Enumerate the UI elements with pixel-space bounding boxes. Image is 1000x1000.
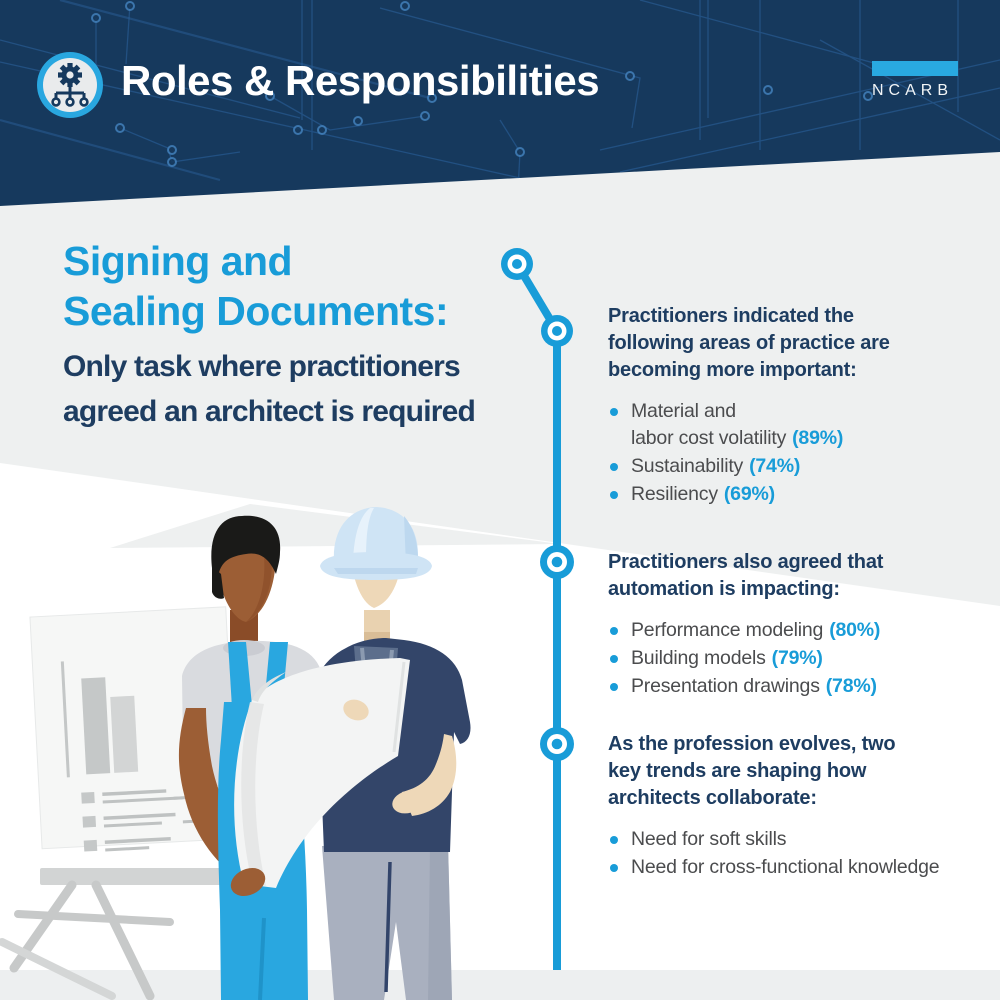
bullet-item: Building models (79%) [608, 645, 993, 672]
hard-hat [320, 507, 432, 580]
timeline-node [540, 727, 574, 761]
bullet-list: Need for soft skills Need for cross-func… [608, 826, 993, 881]
bullet-item: Resiliency (69%) [608, 481, 993, 508]
section-collaboration-trends: As the profession evolves, two key trend… [608, 731, 993, 882]
bullet-item: Presentation drawings (78%) [608, 673, 993, 700]
stat-value: (74%) [749, 455, 801, 477]
stat-value: (78%) [825, 675, 877, 697]
hair [211, 515, 281, 581]
bullet-item: Need for soft skills [608, 826, 993, 853]
timeline-nodes [501, 248, 574, 761]
gear-glyph [58, 63, 82, 87]
ncarb-logo-bar [872, 61, 958, 76]
bullet-dot-icon [610, 864, 618, 872]
bullet-dot-icon [610, 491, 618, 499]
gray-wedge [0, 150, 1000, 606]
ncarb-logo-text: NCARB [872, 82, 954, 99]
section-heading: Practitioners also agreed that automatio… [608, 551, 884, 600]
overalls-leg-seam [258, 917, 266, 1000]
bullet-dot-icon [610, 655, 618, 663]
timeline-node [501, 248, 533, 280]
stat-value: (89%) [792, 427, 844, 449]
chart-bar [81, 677, 111, 775]
hero-title: Signing and Sealing Documents: [63, 238, 449, 334]
bullet-dot-icon [610, 627, 618, 635]
page-title: Roles & Responsibilities [121, 57, 600, 104]
pants-crease [384, 861, 392, 993]
timeline-node [541, 315, 573, 347]
chart-bar [110, 695, 139, 773]
section-automation: Practitioners also agreed that automatio… [608, 549, 993, 701]
bullet-dot-icon [610, 463, 618, 471]
hand [230, 867, 266, 897]
bullet-item: Sustainability (74%) [608, 453, 993, 480]
floor-strip [0, 970, 1000, 1000]
hand [343, 699, 369, 721]
bullet-item: Performance modeling (80%) [608, 617, 993, 644]
section-heading: Practitioners indicated the following ar… [608, 305, 890, 381]
stat-value: (79%) [771, 647, 823, 669]
blueprint-sheet [230, 658, 424, 897]
easel-legs [0, 880, 174, 1000]
bullet-list: Material and labor cost volatility (89%) … [608, 398, 993, 508]
hierarchy-glyph [54, 87, 86, 99]
bullet-item: Material and labor cost volatility (89%) [608, 398, 993, 452]
chart-axis [60, 661, 70, 778]
bullet-dot-icon [610, 408, 618, 416]
blueprint-pattern [0, 0, 1000, 191]
section-heading: As the profession evolves, two key trend… [608, 733, 896, 809]
stat-value: (80%) [829, 619, 881, 641]
hero-subtitle: Only task where practitioners agreed an … [63, 350, 476, 428]
checklist [81, 791, 98, 852]
timeline-node [540, 545, 574, 579]
neck [230, 610, 258, 650]
bullet-list: Performance modeling (80%) Building model… [608, 617, 993, 700]
stat-value: (69%) [723, 483, 775, 505]
bullet-item: Need for cross-functional knowledge [608, 854, 993, 881]
ncarb-logo: NCARB [872, 61, 968, 100]
hand [392, 790, 424, 814]
workers-illustration [0, 507, 471, 1000]
section-areas-of-practice: Practitioners indicated the following ar… [608, 303, 993, 509]
header-band [0, 0, 1000, 206]
bullet-dot-icon [610, 683, 618, 691]
bullet-dot-icon [610, 836, 618, 844]
gear-hierarchy-icon [37, 52, 103, 118]
